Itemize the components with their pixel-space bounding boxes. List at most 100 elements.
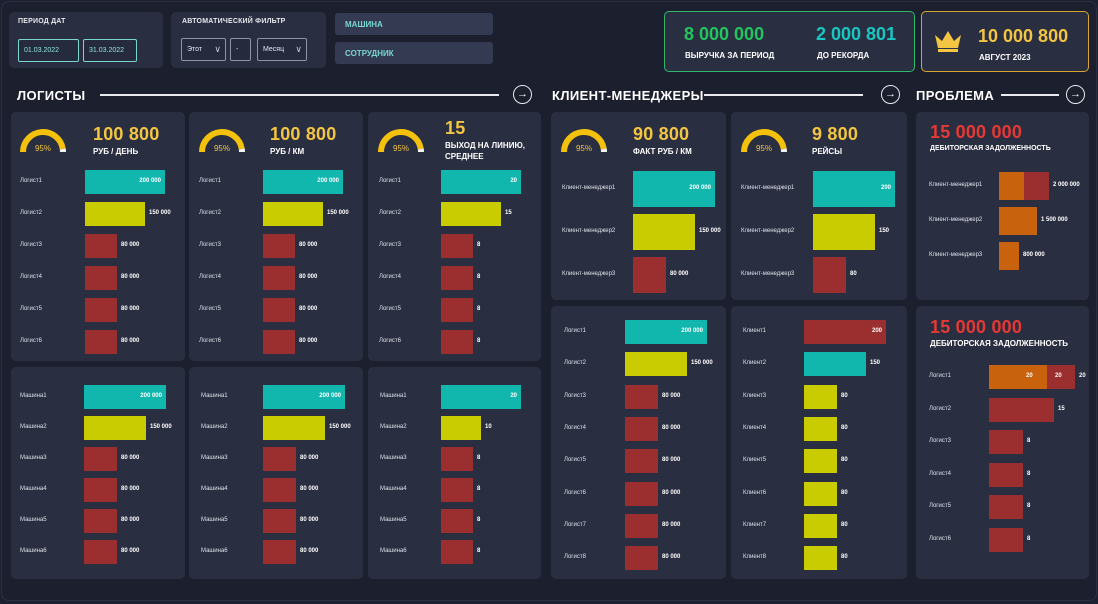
bar-label: Логист6 xyxy=(929,535,951,542)
auto-filter-unit-select[interactable]: Месяц ∨ xyxy=(257,38,307,61)
card-subtitle: РУБ / ДЕНЬ xyxy=(93,147,139,156)
bar-value: 8 xyxy=(477,306,481,312)
bar-value: 80 000 xyxy=(662,392,681,399)
bar xyxy=(441,478,473,502)
bar xyxy=(441,266,473,290)
bar-value: 80 000 xyxy=(121,517,140,523)
record-value: 10 000 800 xyxy=(978,26,1069,46)
bar xyxy=(85,266,117,290)
bar-label: Логист2 xyxy=(929,405,951,412)
bar-label: Логист6 xyxy=(379,338,401,344)
bar-label: Логист6 xyxy=(20,338,42,344)
period-label: ПЕРИОД ДАТ xyxy=(18,18,66,25)
bar xyxy=(84,509,117,533)
bar xyxy=(999,172,1024,200)
bar xyxy=(1047,365,1075,389)
bar-value: 200 000 xyxy=(140,393,162,399)
bar-value: 8 xyxy=(1027,470,1031,477)
section-divider xyxy=(100,94,499,96)
problem-arrow-icon[interactable]: → xyxy=(1066,85,1085,104)
gauge-chart: 95% xyxy=(199,129,245,153)
bar xyxy=(441,298,473,322)
auto-filter-offset-select[interactable]: - xyxy=(230,38,251,61)
gauge-percent: 95% xyxy=(393,144,409,153)
bar-label: Логист4 xyxy=(929,470,951,477)
gauge-chart: 95% xyxy=(378,129,424,153)
bar xyxy=(85,202,145,226)
date-from-input[interactable]: 01.03.2022 xyxy=(18,39,79,62)
bar-label: Логист5 xyxy=(564,457,586,464)
bar-label: Машина1 xyxy=(380,393,407,399)
gauge-percent: 95% xyxy=(214,144,230,153)
logists-arrow-icon[interactable]: → xyxy=(513,85,532,104)
bar-value: 8 xyxy=(477,455,481,461)
bar-label: Логист1 xyxy=(929,373,951,379)
bar xyxy=(804,513,837,538)
gauge-fill xyxy=(20,129,66,153)
bar-value: 80 000 xyxy=(300,455,319,461)
bar-value: 80 000 xyxy=(300,486,319,492)
bar-label: Клиент6 xyxy=(743,489,767,496)
section-divider xyxy=(1001,94,1059,96)
bar xyxy=(804,449,837,474)
bar-value: 8 xyxy=(477,486,481,492)
bar-value: 80 000 xyxy=(121,242,140,248)
bar xyxy=(263,298,295,322)
bar-label: Логист1 xyxy=(20,178,42,184)
bar xyxy=(625,416,658,441)
bar xyxy=(263,202,323,226)
select-value: Этот xyxy=(187,46,203,53)
bar xyxy=(999,242,1019,270)
bar xyxy=(633,214,695,250)
bar-value: 8 xyxy=(1027,503,1031,509)
bar-label: Клиент-менеджер3 xyxy=(741,271,795,277)
employee-filter[interactable]: СОТРУДНИК xyxy=(335,42,493,64)
date-to-input[interactable]: 31.03.2022 xyxy=(83,39,137,62)
bar-label: Машина5 xyxy=(20,517,47,523)
bar xyxy=(263,330,295,354)
period-filter-panel: ПЕРИОД ДАТ 01.03.2022 31.03.2022 xyxy=(9,12,163,68)
bar xyxy=(625,320,707,344)
bar-value: 80 000 xyxy=(299,274,318,280)
bar-value: 200 xyxy=(871,328,882,334)
bar xyxy=(804,384,837,409)
gauge-percent: 95% xyxy=(756,144,772,153)
bar-value: 80 000 xyxy=(662,457,681,464)
bar xyxy=(813,214,875,250)
bar xyxy=(263,416,325,440)
bar-label: Клиент-менеджер1 xyxy=(562,185,616,191)
bar-label: Машина6 xyxy=(380,548,407,554)
card-subtitle: ДЕБИТОРСКАЯ ЗАДОЛЖЕННОСТЬ xyxy=(930,145,1051,152)
auto-filter-this-select[interactable]: Этот ∨ xyxy=(181,38,226,61)
card-value: 15 000 000 xyxy=(930,122,1023,142)
bar-value: 80 000 xyxy=(121,548,140,554)
bar-label: Логист4 xyxy=(379,274,401,280)
bar xyxy=(625,352,687,377)
bar-label: Машина5 xyxy=(380,517,407,523)
bar-value: 200 000 xyxy=(317,178,339,184)
bar xyxy=(989,495,1023,519)
bar-value: 2 000 000 xyxy=(1053,182,1080,188)
bar xyxy=(263,266,295,290)
bar-label: Клиент4 xyxy=(743,424,767,431)
chevron-down-icon: ∨ xyxy=(214,44,221,54)
bar-value: 200 xyxy=(880,185,891,191)
managers-arrow-icon[interactable]: → xyxy=(881,85,900,104)
bar-value: 200 000 xyxy=(689,185,711,191)
bar-label: Клиент-менеджер3 xyxy=(562,271,616,277)
bar xyxy=(1024,172,1049,200)
bar-label: Логист1 xyxy=(199,178,221,184)
bar-label: Логист2 xyxy=(199,210,221,216)
bar-value: 80 xyxy=(841,554,848,561)
bar xyxy=(804,546,837,571)
bar-label: Машина2 xyxy=(380,424,407,430)
bar xyxy=(263,170,343,194)
bar-label: Логист6 xyxy=(199,338,221,344)
bar-label: Логист2 xyxy=(379,210,401,216)
bar xyxy=(263,234,295,258)
machine-filter[interactable]: МАШИНА xyxy=(335,13,493,35)
record-kpi-panel: 10 000 800 АВГУСТ 2023 xyxy=(921,11,1089,72)
managers-logists-card xyxy=(551,306,726,579)
bar-value: 200 000 xyxy=(681,328,703,334)
bar-value: 80 000 xyxy=(300,517,319,523)
